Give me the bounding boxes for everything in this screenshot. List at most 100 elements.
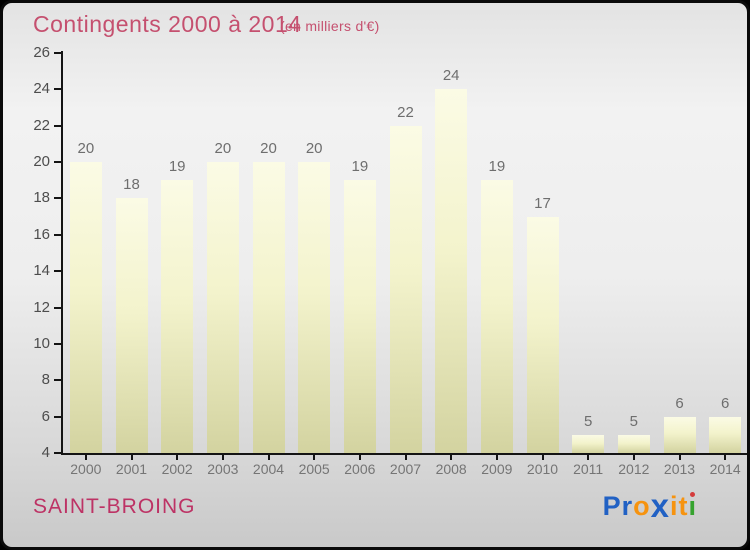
y-axis [61,51,63,455]
x-tick-label: 2012 [618,461,650,477]
x-tick [176,455,179,460]
x-tick-label: 2014 [709,461,741,477]
bar [252,162,285,453]
x-tick [587,455,590,460]
logo-letter: ı [688,491,697,521]
x-tick-label: 2009 [481,461,513,477]
bar-value-label: 5 [629,412,638,430]
bar [572,434,605,453]
bar [206,162,239,453]
y-tick [54,270,63,273]
bar-value-label: 22 [397,103,414,121]
x-tick-label: 2004 [252,461,285,477]
bar-value-label: 17 [534,194,551,212]
x-tick [84,455,87,460]
x-tick-label: 2001 [115,461,148,477]
x-tick-label: 2013 [663,461,696,477]
bar [343,180,376,453]
y-tick [54,124,63,127]
bar [663,416,696,453]
bar [298,162,331,453]
x-tick [724,455,727,460]
bar-value-label: 18 [123,176,140,194]
x-tick [450,455,453,460]
bar-value-label: 20 [77,140,95,158]
x-tick-label: 2002 [161,461,193,477]
x-tick-label: 2007 [389,461,422,477]
bar-value-label: 19 [488,158,506,176]
y-tick [54,452,63,454]
y-tick-label: 22 [33,116,50,134]
y-tick-label: 24 [33,80,50,98]
bar-value-label: 5 [583,412,593,430]
proxiti-logo[interactable]: Proxitı [602,487,697,524]
y-tick-label: 20 [33,153,50,171]
y-tick [54,88,63,91]
logo-letter: t [678,491,689,521]
x-axis [61,453,747,455]
y-tick-label: 18 [33,189,50,207]
logo-letter: x [650,487,670,524]
y-tick [54,306,63,309]
logo-letter: r [621,491,634,521]
y-tick [54,233,63,236]
x-tick-label: 2006 [344,461,376,477]
y-tick [54,161,63,164]
bar [69,162,102,453]
plot-area: 4 6 8 10 12 14 16 18 20 22 24 26 20 2000 18 2001 19 2002 2… [3,3,747,547]
x-tick [313,455,316,460]
x-tick-label: 2010 [526,461,559,477]
bar [709,416,742,453]
logo-letter: P [602,491,622,521]
chart-subtitle: (en milliers d'€) [280,18,380,34]
bar [435,89,468,453]
bar [115,198,148,453]
y-tick-label: 10 [33,334,50,352]
y-tick [54,52,63,54]
y-tick-label: 16 [33,225,50,243]
x-tick-label: 2005 [298,461,330,477]
logo-letter: i [669,491,679,521]
bar-value-label: 20 [305,140,323,158]
y-tick [54,415,63,418]
bar [161,180,194,453]
x-tick [632,455,635,460]
bar-value-label: 19 [168,158,186,176]
x-tick-label: 2008 [435,461,467,477]
x-tick-label: 2003 [207,461,239,477]
x-tick-label: 2000 [70,461,102,477]
place-name: SAINT-BROING [33,495,196,518]
y-tick-label: 14 [33,262,50,280]
x-tick [267,455,270,460]
x-tick [541,455,544,460]
x-tick [495,455,498,460]
y-tick-label: 8 [41,371,50,389]
bar [617,434,650,453]
y-tick-label: 26 [33,44,50,61]
y-tick [54,379,63,382]
bar [526,216,559,453]
logo-letter: o [633,491,651,521]
bar-value-label: 20 [214,140,232,158]
y-tick [54,197,63,200]
chart-title: Contingents 2000 à 2014 [33,11,302,37]
bar-value-label: 20 [260,140,277,158]
x-tick-label: 2011 [573,461,604,477]
bar-value-label: 19 [351,158,369,176]
logo-letter-dot [690,492,696,497]
y-tick-label: 4 [41,444,50,461]
x-tick [221,455,224,460]
bar-value-label: 24 [442,67,460,85]
bar [480,180,513,453]
y-tick [54,342,63,345]
y-tick-label: 6 [41,407,50,425]
x-tick [678,455,681,460]
y-tick-label: 12 [33,298,50,316]
x-tick [358,455,361,460]
x-tick [404,455,407,460]
x-tick [130,455,133,460]
bar-value-label: 6 [675,394,684,412]
bar [389,125,422,453]
bar-value-label: 6 [720,394,730,412]
